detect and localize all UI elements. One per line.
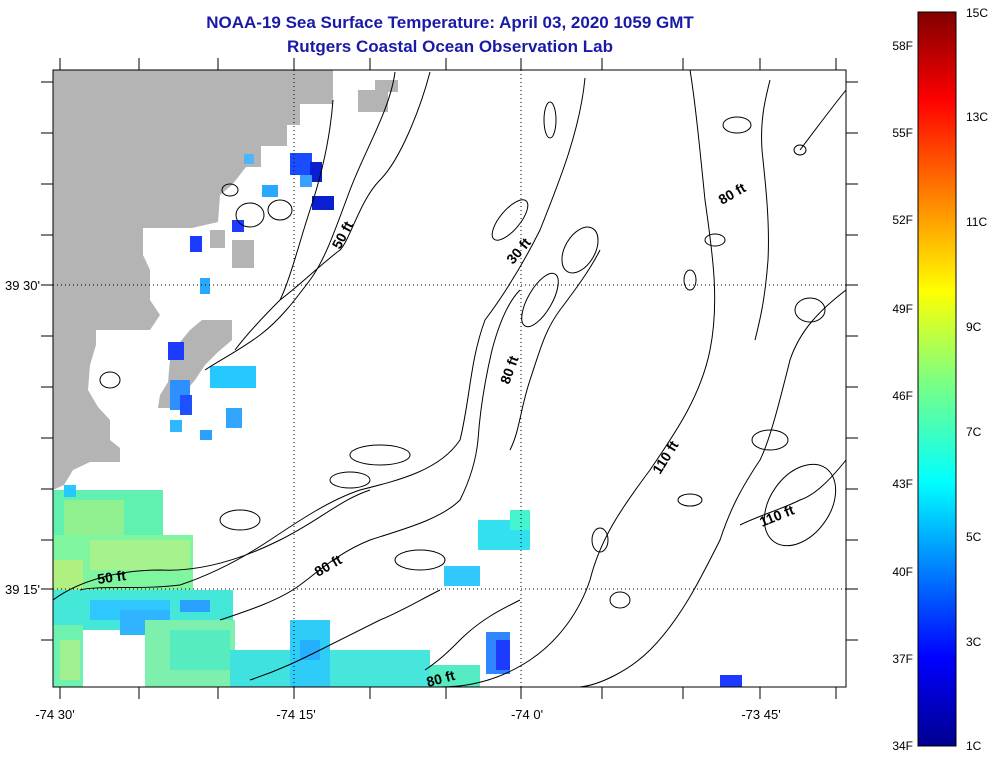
c-label: 13C — [966, 110, 988, 124]
longitude-labels: -74 30' -74 15' -74 0' -73 45' — [35, 707, 780, 722]
lat-label: 39 15' — [5, 582, 40, 597]
c-label: 3C — [966, 635, 982, 649]
c-label: 9C — [966, 320, 982, 334]
f-label: 37F — [892, 652, 913, 666]
f-label: 49F — [892, 302, 913, 316]
f-label: 52F — [892, 213, 913, 227]
f-label: 34F — [892, 739, 913, 753]
latitude-labels: 39 30' 39 15' — [5, 278, 40, 597]
frame-ticks — [41, 58, 858, 699]
graticule — [53, 70, 846, 687]
colorbar-celsius-labels: 15C 13C 11C 9C 7C 5C 3C 1C — [966, 6, 988, 753]
map-subtitle: Rutgers Coastal Ocean Observation Lab — [287, 37, 613, 56]
c-label: 7C — [966, 425, 982, 439]
map-title: NOAA-19 Sea Surface Temperature: April 0… — [206, 13, 694, 32]
lon-label: -74 15' — [276, 707, 315, 722]
temperature-colorbar — [917, 11, 957, 747]
c-label: 5C — [966, 530, 982, 544]
f-label: 40F — [892, 565, 913, 579]
contour-label: 80 ft — [425, 667, 457, 690]
sst-pixels — [53, 153, 742, 687]
contour-label: 50 ft — [96, 567, 127, 587]
c-label: 11C — [966, 215, 987, 229]
colorbar-fahrenheit-labels: 58F 55F 52F 49F 46F 43F 40F 37F 34F — [892, 39, 913, 753]
f-label: 43F — [892, 477, 913, 491]
f-label: 46F — [892, 389, 913, 403]
lon-label: -73 45' — [741, 707, 780, 722]
lon-label: -74 0' — [511, 707, 543, 722]
bathymetry-contours — [53, 70, 846, 687]
c-label: 1C — [966, 739, 982, 753]
lon-label: -74 30' — [35, 707, 74, 722]
land-area — [53, 70, 333, 490]
c-label: 15C — [966, 6, 988, 20]
lat-label: 39 30' — [5, 278, 40, 293]
land-patch — [210, 80, 398, 268]
f-label: 55F — [892, 126, 913, 140]
f-label: 58F — [892, 39, 913, 53]
